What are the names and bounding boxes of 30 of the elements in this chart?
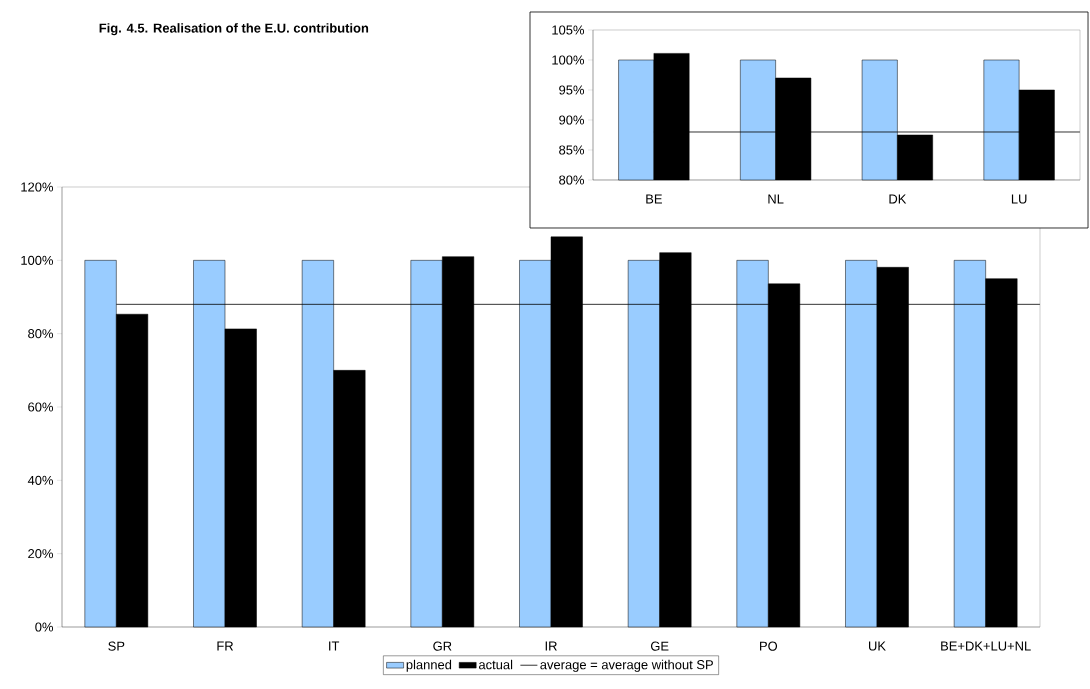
y-tick-label: 105% — [552, 25, 585, 35]
y-tick-label: 80% — [559, 175, 585, 185]
x-tick-label: GE — [650, 641, 669, 651]
y-tick-label: 20% — [28, 549, 54, 559]
x-tick-label: GR — [433, 641, 452, 651]
y-tick-label: 80% — [28, 329, 54, 339]
y-tick-label: 95% — [559, 85, 585, 95]
x-tick-label: BE — [646, 194, 662, 204]
y-tick-label: 100% — [21, 255, 54, 265]
legend-label: actual — [478, 659, 513, 670]
y-tick-label: 120% — [21, 182, 54, 192]
x-tick-label: IT — [329, 641, 340, 651]
x-tick-label: LU — [1011, 194, 1027, 204]
y-tick-label: 0% — [35, 622, 54, 632]
y-tick-label: 85% — [559, 145, 585, 155]
y-tick-label: 40% — [27, 475, 54, 485]
legend-label: planned — [406, 659, 452, 672]
chart-title: Fig. 4.5. Realisation of the E.U. contribution — [99, 23, 369, 36]
x-tick-label: BE+DK+LU+NL — [941, 641, 1031, 651]
y-tick-label: 90% — [559, 115, 585, 125]
x-tick-label: SP — [108, 641, 125, 651]
x-tick-label: DK — [889, 194, 907, 204]
x-tick-label: PO — [760, 641, 778, 651]
x-tick-label: FR — [217, 641, 234, 651]
y-tick-label: 60% — [28, 402, 54, 412]
x-tick-label: NL — [768, 194, 784, 204]
y-tick-label: 100% — [552, 55, 585, 65]
x-tick-label: IR — [545, 641, 557, 651]
legend-label: average = average without SP — [540, 659, 713, 672]
x-tick-label: UK — [869, 641, 886, 651]
